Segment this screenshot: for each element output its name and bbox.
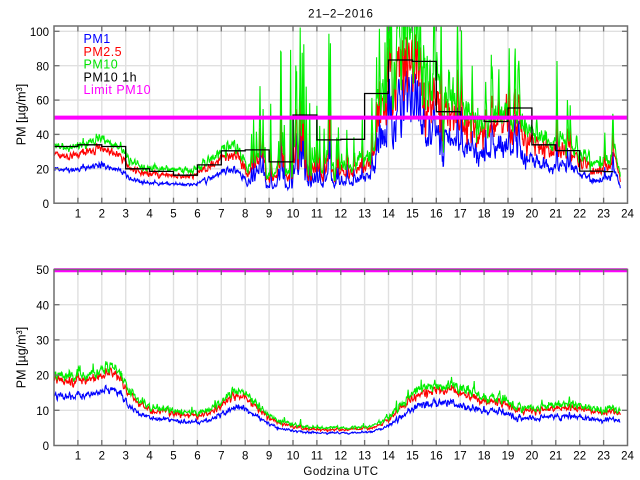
svg-text:7: 7 (218, 451, 224, 463)
svg-text:24: 24 (621, 451, 634, 463)
svg-text:14: 14 (382, 451, 395, 463)
svg-text:5: 5 (170, 209, 176, 221)
svg-text:Limit PM10: Limit PM10 (84, 83, 152, 97)
svg-text:2: 2 (99, 209, 105, 221)
svg-text:13: 13 (358, 451, 371, 463)
svg-text:16: 16 (430, 209, 443, 221)
svg-text:24: 24 (621, 209, 634, 221)
svg-text:3: 3 (122, 209, 128, 221)
svg-text:10: 10 (287, 209, 300, 221)
svg-text:23: 23 (597, 451, 610, 463)
svg-text:30: 30 (36, 336, 49, 348)
svg-text:6: 6 (194, 451, 200, 463)
svg-text:40: 40 (36, 300, 49, 312)
svg-text:8: 8 (242, 451, 248, 463)
svg-text:9: 9 (266, 451, 272, 463)
svg-text:18: 18 (478, 209, 491, 221)
svg-text:PM [µg/m³]: PM [µg/m³] (15, 327, 29, 388)
svg-text:21: 21 (549, 209, 562, 221)
svg-text:80: 80 (36, 61, 49, 73)
svg-text:20: 20 (526, 209, 539, 221)
svg-text:50: 50 (36, 265, 49, 277)
svg-text:11: 11 (311, 209, 323, 221)
svg-text:11: 11 (311, 451, 323, 463)
svg-text:PM [µg/m³]: PM [µg/m³] (15, 84, 29, 145)
svg-text:21: 21 (549, 451, 562, 463)
svg-text:21–2–2016: 21–2–2016 (308, 8, 374, 20)
svg-text:6: 6 (194, 209, 200, 221)
svg-text:15: 15 (406, 451, 419, 463)
svg-text:4: 4 (146, 451, 153, 463)
svg-text:22: 22 (573, 209, 586, 221)
svg-text:10: 10 (36, 406, 49, 418)
svg-text:3: 3 (122, 451, 128, 463)
svg-text:5: 5 (170, 451, 176, 463)
svg-text:20: 20 (36, 371, 49, 383)
svg-text:18: 18 (478, 451, 491, 463)
svg-text:22: 22 (573, 451, 586, 463)
svg-text:PM10: PM10 (84, 58, 119, 72)
svg-text:15: 15 (406, 209, 419, 221)
svg-text:0: 0 (43, 199, 49, 211)
svg-text:14: 14 (382, 209, 395, 221)
svg-text:2: 2 (99, 451, 105, 463)
svg-text:16: 16 (430, 451, 443, 463)
svg-text:4: 4 (146, 209, 153, 221)
svg-text:PM10 1h: PM10 1h (84, 71, 138, 85)
svg-text:1: 1 (75, 451, 81, 463)
svg-text:PM2.5: PM2.5 (84, 45, 123, 59)
svg-text:7: 7 (218, 209, 224, 221)
svg-text:17: 17 (454, 209, 467, 221)
svg-text:12: 12 (334, 209, 347, 221)
svg-text:13: 13 (358, 209, 371, 221)
svg-text:Godzina UTC: Godzina UTC (303, 466, 378, 478)
svg-text:17: 17 (454, 451, 467, 463)
svg-text:12: 12 (334, 451, 347, 463)
svg-text:20: 20 (36, 164, 49, 176)
svg-text:19: 19 (502, 209, 515, 221)
svg-text:20: 20 (526, 451, 539, 463)
svg-text:8: 8 (242, 209, 248, 221)
svg-text:10: 10 (287, 451, 300, 463)
svg-text:9: 9 (266, 209, 272, 221)
svg-text:0: 0 (43, 441, 49, 453)
svg-text:19: 19 (502, 451, 515, 463)
svg-text:100: 100 (30, 27, 49, 39)
svg-text:40: 40 (36, 130, 49, 142)
svg-text:60: 60 (36, 96, 49, 108)
svg-text:23: 23 (597, 209, 610, 221)
svg-text:1: 1 (75, 209, 81, 221)
svg-text:PM1: PM1 (84, 32, 111, 46)
